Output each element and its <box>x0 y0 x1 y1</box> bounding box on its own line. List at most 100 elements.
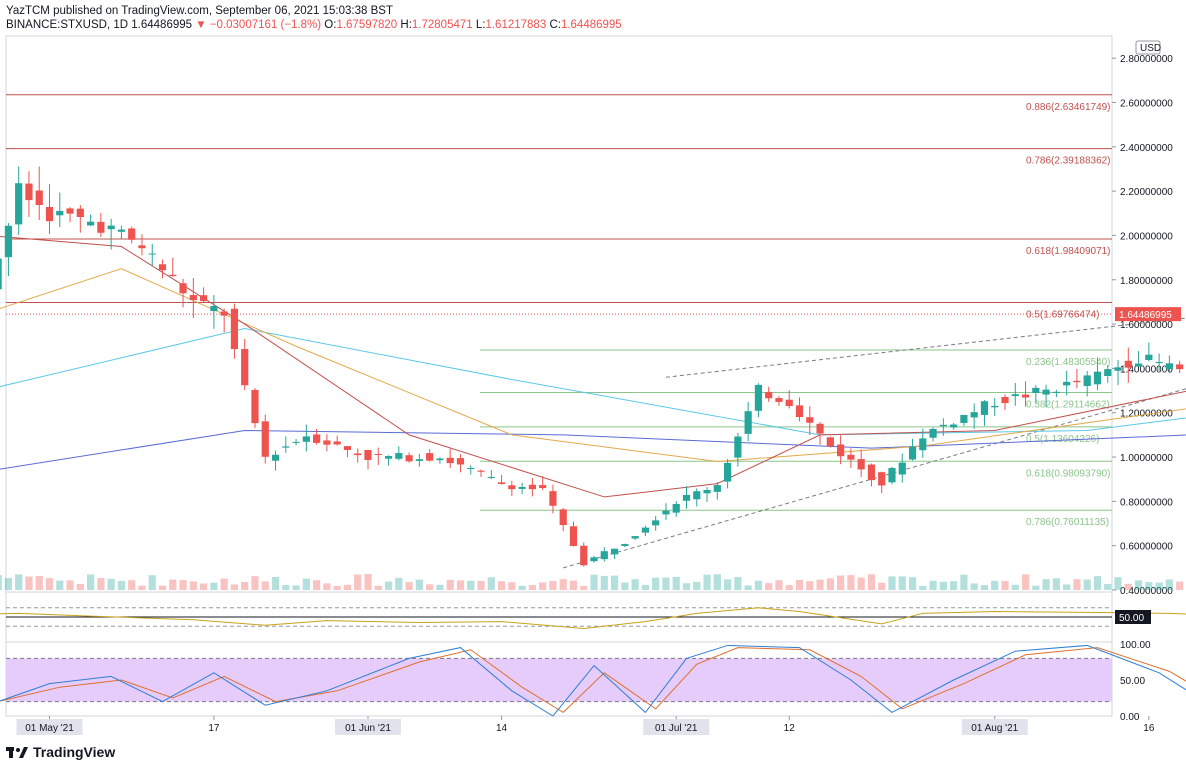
candle-body <box>15 183 23 225</box>
symbol-label[interactable]: BINANCE:STXUSD, 1D <box>6 19 129 31</box>
volume-bar <box>251 576 259 590</box>
volume-bar <box>128 580 136 590</box>
candle-body <box>251 389 259 424</box>
volume-bar <box>169 579 177 590</box>
volume-bar <box>354 574 362 590</box>
x-tick-label: 01 May '21 <box>25 723 74 734</box>
fib-support-label: 0.5(1.13604226) <box>1026 434 1099 445</box>
candle-body <box>456 458 465 465</box>
candle-body <box>87 221 95 226</box>
candle-body <box>826 437 834 447</box>
volume-bar <box>45 578 54 590</box>
tradingview-logo[interactable]: TradingView <box>6 744 115 760</box>
candle-body <box>1104 369 1112 376</box>
candle-body <box>528 484 536 490</box>
candle-body <box>785 399 793 407</box>
candle-body <box>405 455 413 462</box>
candle-body <box>734 436 742 458</box>
volume-bar <box>713 574 721 590</box>
candle-body <box>549 491 557 506</box>
volume-bar <box>0 575 2 590</box>
candle-body <box>754 384 763 411</box>
volume-bar <box>117 580 126 590</box>
volume-bar <box>1093 576 1102 590</box>
volume-bar <box>4 578 12 590</box>
candle-body <box>436 458 444 461</box>
fib-support-label: 0.786(0.76011135) <box>1026 517 1109 528</box>
candle-body <box>919 438 927 451</box>
volume-bar <box>569 580 578 590</box>
candle-body <box>1011 394 1019 397</box>
candle-body <box>66 208 74 214</box>
volume-bar <box>1176 581 1184 590</box>
fib-resistance-label: 0.886(2.63461749) <box>1026 102 1111 113</box>
x-tick-label: 01 Jul '21 <box>655 723 698 734</box>
candle-body <box>795 405 804 418</box>
volume-bar <box>662 577 670 590</box>
x-tick-bg <box>16 719 83 735</box>
candle-body <box>395 453 403 459</box>
trend-channel-lower <box>563 388 1186 569</box>
x-tick-bg <box>335 719 401 735</box>
volume-bar <box>549 581 557 590</box>
brand-name: TradingView <box>33 744 116 760</box>
volume-bar <box>765 583 773 590</box>
candle-body <box>703 489 711 494</box>
open-value: 1.67597820 <box>336 19 398 31</box>
candle-body <box>4 225 12 258</box>
candle-body <box>888 467 896 483</box>
volume-bar <box>652 577 660 590</box>
volume-bar <box>271 576 280 590</box>
volume-bar <box>1073 579 1081 590</box>
volume-bar <box>138 585 146 590</box>
candle-body <box>1165 363 1173 370</box>
candle-body <box>775 398 783 402</box>
candle-body <box>179 283 187 294</box>
volume-bar <box>261 581 269 590</box>
volume-bar <box>343 584 352 590</box>
candle-body <box>25 183 33 201</box>
candle-body <box>600 551 608 560</box>
volume-bar <box>436 584 444 590</box>
candle-body <box>200 295 208 302</box>
volume-bar <box>980 585 989 590</box>
candle-body <box>241 349 249 386</box>
candle-body <box>980 401 989 415</box>
volume-bar <box>179 580 187 590</box>
volume-bar <box>97 578 105 590</box>
stoch-y-tick-label: 50.00 <box>1120 676 1145 687</box>
volume-bar <box>898 576 906 590</box>
volume-bar <box>816 579 824 590</box>
volume-bar <box>837 575 845 590</box>
x-tick-label: 01 Jun '21 <box>345 723 391 734</box>
volume-bar <box>35 576 43 590</box>
candle-body <box>1155 362 1163 364</box>
candle-body <box>652 520 660 526</box>
low-value: 1.61217883 <box>485 19 547 31</box>
volume-bar <box>374 585 382 590</box>
volume-bar <box>477 580 485 590</box>
ema100-line <box>0 328 1186 436</box>
candle-body <box>35 190 43 206</box>
candle-body <box>271 454 280 461</box>
candle-body <box>1021 394 1030 398</box>
volume-bar <box>508 582 516 590</box>
candle-body <box>724 462 732 482</box>
volume-bar <box>189 581 197 590</box>
candle-body <box>446 457 454 464</box>
y-tick-label: 2.20000000 <box>1120 187 1173 198</box>
volume-bar <box>395 577 403 590</box>
rsi-ref-badge <box>1115 610 1151 624</box>
candle-body <box>477 470 485 472</box>
candle-body <box>713 485 721 492</box>
candle-body <box>744 411 752 434</box>
volume-bar <box>518 585 526 590</box>
close-label: C: <box>549 19 561 31</box>
fib-resistance-label: 0.5(1.69766474) <box>1026 309 1099 320</box>
volume-bar <box>672 576 680 590</box>
candle-body <box>1145 354 1153 360</box>
candle-body <box>970 412 978 418</box>
fib-support-label: 0.618(0.98093790) <box>1026 468 1111 479</box>
tradingview-icon <box>6 747 28 758</box>
